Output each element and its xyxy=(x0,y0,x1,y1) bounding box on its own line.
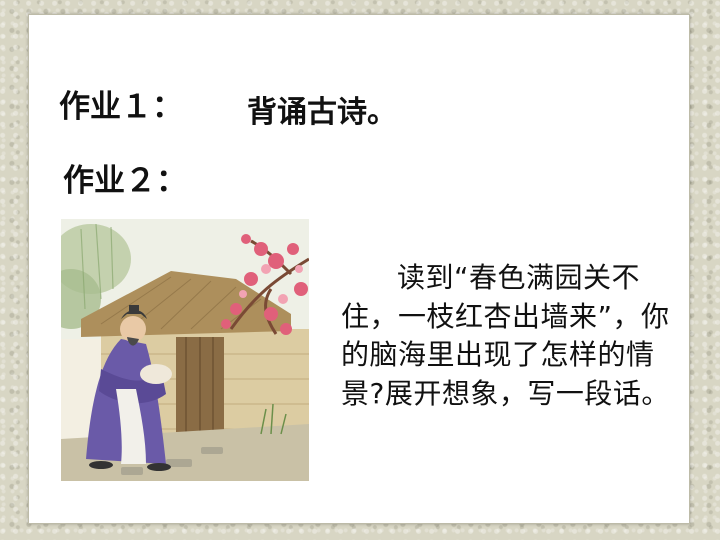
homework-2-label: 作业２： xyxy=(63,163,187,199)
poet-illustration xyxy=(61,219,309,481)
poet-illustration-image xyxy=(61,219,309,481)
homework-1-label: 作业１： xyxy=(59,89,183,125)
homework-1-text: 背诵古诗。 xyxy=(247,95,397,130)
homework-2-text: 读到“春色满园关不住，一枝红杏出墙来”，你的脑海里出现了怎样的情景?展开想象，写… xyxy=(341,261,670,410)
slide: 作业１： 背诵古诗。 作业２： xyxy=(28,14,690,524)
